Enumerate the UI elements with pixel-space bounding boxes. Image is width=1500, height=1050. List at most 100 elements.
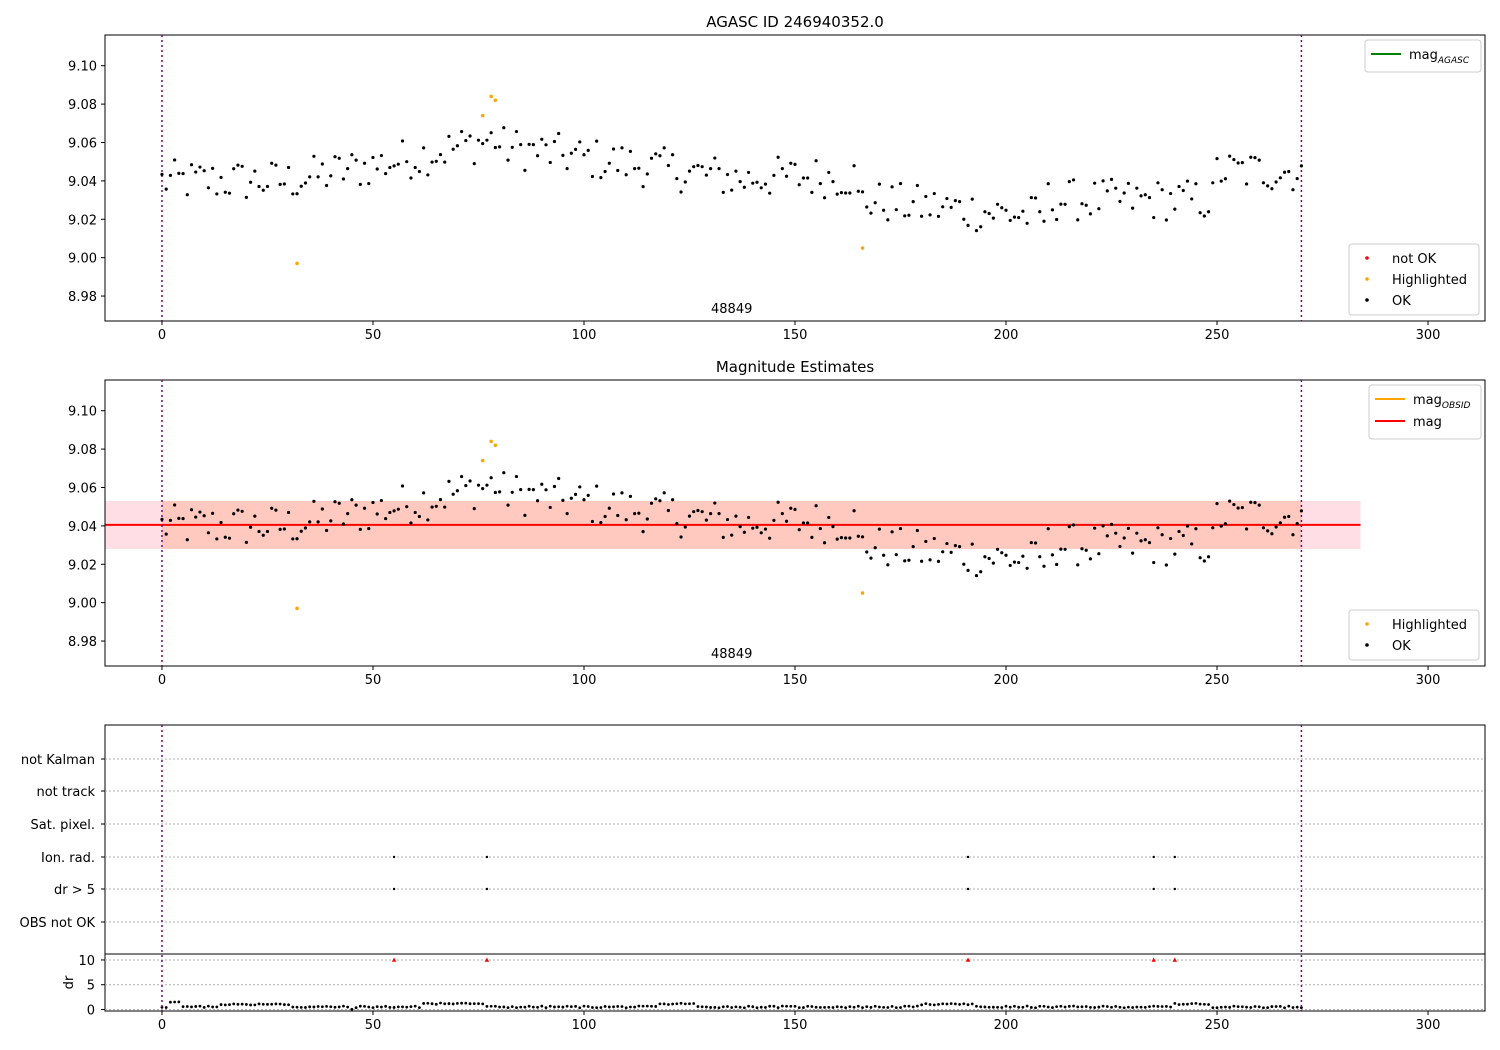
dr-point <box>679 1001 683 1005</box>
x-tick-label: 150 <box>783 1018 808 1033</box>
dr-point <box>882 1005 886 1009</box>
ok-point <box>628 149 633 153</box>
ok-point <box>979 225 983 229</box>
legend-marker-label: Highlighted <box>1392 618 1467 633</box>
ok-point <box>455 144 459 148</box>
ok-point <box>303 526 308 530</box>
ok-point <box>447 479 451 483</box>
dr-point <box>1278 1004 1282 1008</box>
ok-point <box>949 550 953 554</box>
dr-point <box>1181 1002 1185 1006</box>
ok-point <box>696 508 700 513</box>
ok-point <box>320 507 324 511</box>
ok-point <box>540 482 544 486</box>
ok-point <box>346 511 350 516</box>
ok-point <box>704 518 708 522</box>
dr-point <box>354 1006 358 1010</box>
dr-point <box>1097 1005 1101 1009</box>
ok-point <box>1101 179 1105 183</box>
dr-point <box>1080 1005 1084 1009</box>
ok-point <box>1063 202 1067 206</box>
dr-point <box>603 1005 607 1008</box>
dr-point <box>852 1005 856 1009</box>
dr-point <box>1240 1005 1244 1009</box>
ok-point <box>1173 207 1177 211</box>
flag-point <box>966 855 970 859</box>
ok-point <box>962 217 966 221</box>
dr-point <box>979 1005 983 1009</box>
dr-point <box>624 1006 628 1010</box>
panel-title: AGASC ID 246940352.0 <box>706 13 884 31</box>
ok-point <box>1185 179 1190 183</box>
ok-point <box>915 528 919 533</box>
ok-point <box>983 210 987 214</box>
panel-title: Magnitude Estimates <box>716 358 874 376</box>
ok-point <box>400 139 405 143</box>
dr-point <box>856 1004 860 1008</box>
dr-point <box>675 1002 679 1006</box>
dr-point <box>806 1004 810 1008</box>
ok-point <box>481 487 485 491</box>
dr-point <box>996 1005 999 1009</box>
dr-point <box>1046 1005 1050 1009</box>
dr-point <box>1245 1005 1248 1009</box>
ok-point <box>806 176 810 180</box>
ok-point <box>1143 193 1147 197</box>
dr-point <box>342 1004 345 1008</box>
ok-point <box>970 542 974 546</box>
ok-point <box>941 550 945 554</box>
ok-point <box>877 182 882 186</box>
dr-point <box>257 1002 261 1006</box>
ok-point <box>772 518 776 522</box>
ok-point <box>721 535 725 539</box>
ok-point <box>1168 191 1173 196</box>
ok-point <box>1017 560 1021 565</box>
ok-point <box>1190 197 1194 201</box>
ok-point <box>194 170 198 174</box>
ok-point <box>519 488 523 492</box>
dr-point <box>561 1005 565 1009</box>
highlighted-point <box>295 261 299 266</box>
ok-point <box>590 174 595 179</box>
ok-point <box>725 172 730 177</box>
dr-point <box>1270 1005 1274 1008</box>
dr-point <box>232 1002 236 1006</box>
ok-point <box>278 182 282 186</box>
ok-point <box>907 213 911 217</box>
dr-point <box>1173 1001 1177 1005</box>
dr-point <box>970 1002 974 1006</box>
x-tick-label: 200 <box>994 1018 1019 1033</box>
dr-point <box>633 1005 637 1009</box>
ok-point <box>886 563 890 567</box>
legend-marker-label: OK <box>1392 639 1411 654</box>
ok-point <box>514 129 519 134</box>
ok-point <box>1270 187 1274 191</box>
dr-point <box>721 1005 725 1009</box>
y-tick-label: 9.08 <box>68 98 97 113</box>
dr-point <box>434 1002 438 1006</box>
ok-point <box>1139 539 1143 543</box>
dr-point <box>367 1005 371 1009</box>
dr-point <box>418 1006 421 1010</box>
dr-point <box>1169 1005 1172 1009</box>
ok-point <box>780 166 784 171</box>
ok-point <box>751 181 755 185</box>
ok-point <box>206 186 210 190</box>
ok-point <box>658 499 662 503</box>
ok-point <box>582 153 586 157</box>
y-tick-label: 9.04 <box>68 175 97 190</box>
ok-point <box>248 525 253 529</box>
ok-point <box>848 191 852 195</box>
x-tick-label: 200 <box>994 328 1019 343</box>
ok-point <box>1000 206 1004 210</box>
dr-point <box>629 1005 632 1009</box>
highlighted-point <box>295 606 299 611</box>
flag-point <box>392 855 396 859</box>
ok-point <box>194 515 198 519</box>
ok-point <box>565 511 569 516</box>
ok-point <box>692 510 696 514</box>
ok-point <box>1029 540 1033 545</box>
dr-point <box>350 1007 354 1011</box>
dr-point <box>498 1005 501 1009</box>
dr-point <box>751 1005 755 1009</box>
